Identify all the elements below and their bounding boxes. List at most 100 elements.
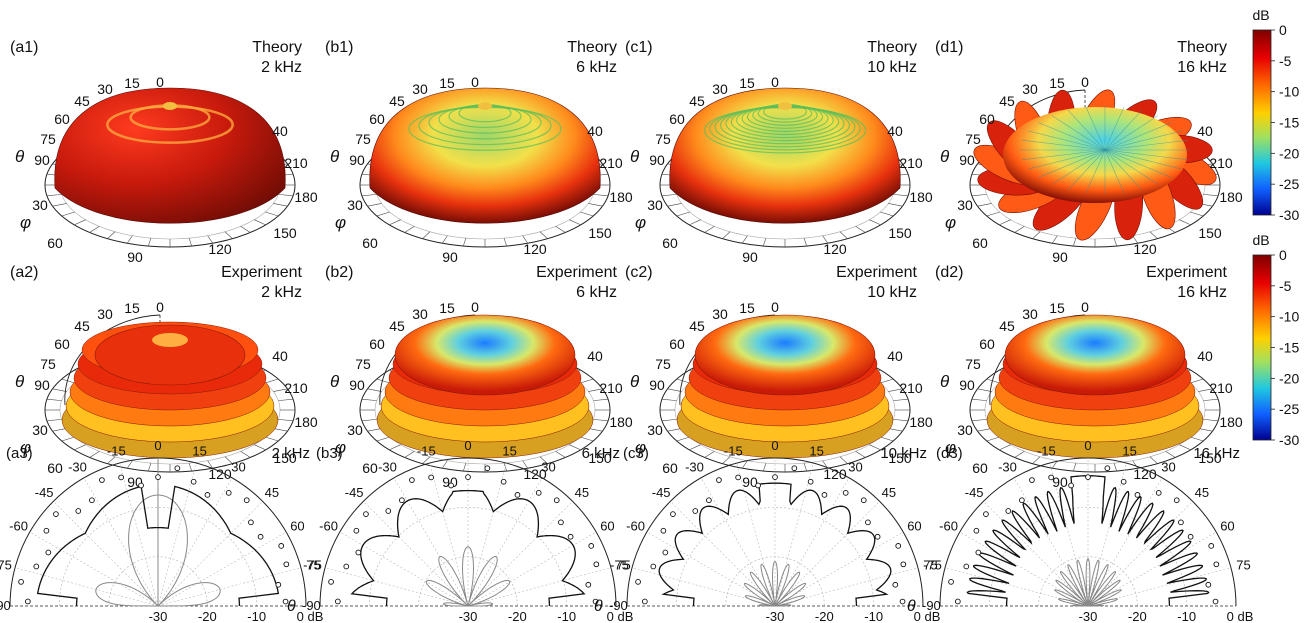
experiment-point xyxy=(118,474,124,481)
panel-frequency: 6 kHz xyxy=(576,59,617,76)
colorbar-tick-label: -5 xyxy=(1279,278,1292,294)
polar-chart-a3 xyxy=(9,457,307,607)
angular-grid-line xyxy=(774,531,904,607)
phi-tick-label: 210 xyxy=(899,155,923,171)
spoke-ridge xyxy=(1104,110,1143,151)
theory-grey-curve xyxy=(743,561,807,607)
experiment-point xyxy=(662,549,669,556)
radial-tick-label: -10 xyxy=(1177,609,1196,623)
experiment-point xyxy=(399,497,405,504)
spoke-ridge xyxy=(1104,149,1159,185)
experiment-point xyxy=(821,492,828,498)
angular-grid-line xyxy=(157,462,197,607)
phi-tick-label: 30 xyxy=(32,422,48,438)
phi-tick-label: 150 xyxy=(273,450,297,466)
angular-grid-line xyxy=(119,462,159,607)
theta-tick-label: 75 xyxy=(40,131,56,147)
panel-3d-c1 xyxy=(659,87,911,248)
theory-black-curve xyxy=(658,482,892,606)
panel-title: Theory xyxy=(1177,39,1227,56)
theta-tick-label: 45 xyxy=(74,93,90,109)
experiment-point xyxy=(174,465,181,472)
experiment-point xyxy=(567,533,574,540)
experiment-point xyxy=(1005,508,1012,514)
spoke-ridge xyxy=(1104,130,1182,151)
theta-tick-label: 60 xyxy=(54,111,70,127)
phi-tick-label: 120 xyxy=(1133,241,1157,257)
angle-tick-label: 60 xyxy=(290,519,304,534)
polar-base-tick xyxy=(977,203,992,207)
radial-tick-label: -30 xyxy=(766,609,785,623)
panel-3d-a2 xyxy=(44,314,296,473)
polar-base-tick xyxy=(580,378,594,384)
angle-tick-label: -90 xyxy=(609,598,628,613)
theta-tick-label: 90 xyxy=(349,377,365,393)
polar-base-tick xyxy=(888,203,903,207)
experiment-point xyxy=(248,519,254,526)
phi-tick-label: 210 xyxy=(284,155,308,171)
theta-tick-label: 90 xyxy=(34,152,50,168)
experiment-point xyxy=(899,598,906,605)
radial-tick-label: -20 xyxy=(198,609,217,623)
theta-tick-label: 0 xyxy=(771,299,779,315)
polar-base-tick xyxy=(376,211,390,217)
experiment-point xyxy=(895,543,902,549)
polar-base-tick xyxy=(1149,231,1158,239)
panel-id: (c1) xyxy=(625,39,653,56)
panel-frequency: 16 kHz xyxy=(1193,445,1240,462)
experiment-point xyxy=(353,527,360,534)
polar-base-tick xyxy=(803,463,807,472)
colorbar-tick-label: -25 xyxy=(1279,176,1299,192)
angle-tick-label: -15 xyxy=(107,443,126,458)
polar-base-tick xyxy=(888,388,903,392)
angular-grid-line xyxy=(157,531,287,607)
experiment-point xyxy=(874,533,881,540)
polar-base-tick xyxy=(376,436,390,442)
angle-tick-label: -60 xyxy=(9,519,28,534)
experiment-point xyxy=(45,549,52,556)
phi-tick-label: 180 xyxy=(609,189,633,205)
polar-base-tick xyxy=(539,231,548,239)
phi-tick-label: 210 xyxy=(599,155,623,171)
theta-tick-label: 60 xyxy=(369,336,385,352)
polar-base-tick xyxy=(463,463,467,472)
spoke-ridge xyxy=(1104,115,1159,151)
panel-frequency: 6 kHz xyxy=(576,284,617,301)
experiment-point xyxy=(225,489,232,496)
experiment-point xyxy=(641,598,648,605)
panel-id: (a1) xyxy=(10,39,38,56)
experiment-point xyxy=(706,497,712,504)
experiment-point xyxy=(328,579,334,585)
polar-base-tick xyxy=(404,226,415,233)
phi-tick-label: 120 xyxy=(823,241,847,257)
polar-base-tick xyxy=(880,378,894,384)
polar-base-tick xyxy=(522,235,529,244)
polar-base-tick xyxy=(676,211,690,217)
theta-tick-label: 45 xyxy=(999,93,1015,109)
experiment-point xyxy=(983,511,989,517)
theta-axis-label: θ xyxy=(630,147,640,166)
polar-base-tick xyxy=(1179,444,1191,451)
polar-base-tick xyxy=(569,444,581,451)
phi-tick-label: 150 xyxy=(888,450,912,466)
experiment-point xyxy=(409,477,415,483)
polar-base-tick xyxy=(722,231,731,239)
experiment-point xyxy=(842,489,849,496)
theta-tick-label: 60 xyxy=(669,336,685,352)
experiment-point xyxy=(1173,497,1180,504)
theta-tick-label: 30 xyxy=(1022,306,1038,322)
radial-tick-label: -30 xyxy=(1079,609,1098,623)
angle-tick-label: -30 xyxy=(68,460,87,475)
spoke-ridge xyxy=(1104,149,1188,161)
panel-frequency: 10 kHz xyxy=(880,445,927,462)
theta-tick-label: 0 xyxy=(156,299,164,315)
theta-tick-label: 15 xyxy=(1049,75,1065,91)
theta-tick-label: 30 xyxy=(1022,81,1038,97)
polar-base-tick xyxy=(722,456,731,464)
polar-base-tick xyxy=(148,463,152,472)
polar-base-tick xyxy=(224,231,233,239)
polar-base-tick xyxy=(107,231,116,239)
experiment-point xyxy=(24,598,31,605)
experiment-point xyxy=(257,533,264,540)
angle-tick-label: 45 xyxy=(575,485,589,500)
